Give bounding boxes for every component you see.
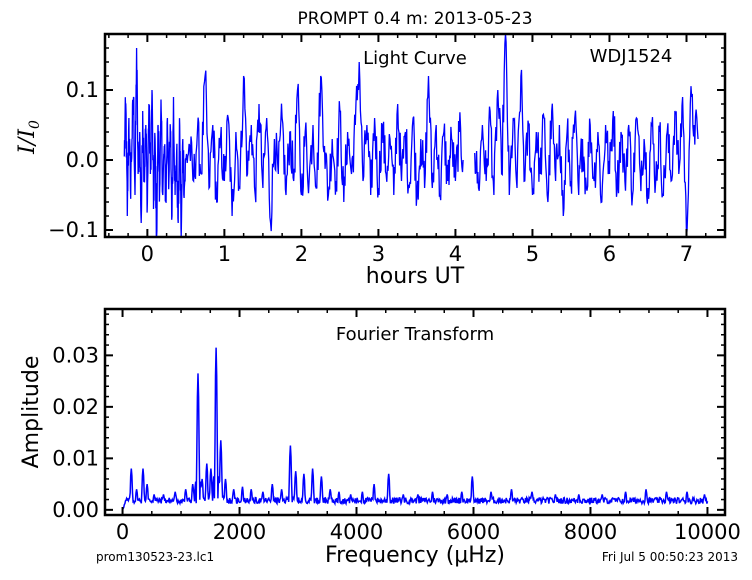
y-tick-label: 0.1 [66,78,99,102]
fourier-spectrum-line [121,347,709,511]
x-tick-label: 4000 [330,520,383,544]
x-tick-label: 1 [218,242,231,266]
light-curve-xlabel: hours UT [366,264,465,289]
ylabel-denominator: I [15,128,40,139]
ylabel-slash: / [15,135,40,147]
light-curve-frame [103,32,727,239]
light-curve-segment-2 [474,33,699,238]
figure-title: PROMPT 0.4 m: 2013-05-23 [297,9,532,29]
light-curve-ylabel: I/I0 [15,120,43,155]
svg-text:I/I0: I/I0 [15,120,43,155]
fourier-annotation: Fourier Transform [336,324,494,345]
object-label: WDJ1524 [590,46,673,67]
y-tick-label: 0.01 [52,446,99,470]
fourier-panel: 0 2000 4000 6000 8000 10000 0.00 0.01 0.02 0.03 F… [19,307,741,568]
x-tick-label: 10000 [674,520,741,544]
y-tick-label: 0.03 [52,343,99,367]
light-curve-annotation: Light Curve [363,48,467,69]
y-tick-label: −0.1 [48,218,99,242]
y-tick-label: 0.00 [52,498,99,522]
ylabel-numerator: I [15,144,40,155]
x-tick-label: 6000 [447,520,500,544]
fourier-xlabel: Frequency (μHz) [325,543,505,568]
light-curve-segment-1 [123,47,464,238]
x-tick-label: 2 [295,242,308,266]
footer-filename: prom130523-23.lc1 [96,550,214,564]
x-tick-label: 3 [372,242,385,266]
x-tick-label: 4 [449,242,462,266]
fourier-ylabel: Amplitude [19,356,44,469]
x-tick-label: 2000 [213,520,266,544]
y-tick-label: 0.02 [52,395,99,419]
x-tick-label: 0 [141,242,154,266]
light-curve-panel: 0 1 2 3 4 5 6 7 −0.1 0.0 0.1 Light Curve WDJ1524 h… [15,32,727,289]
fourier-line [121,347,709,511]
fourier-frame [103,307,727,517]
x-tick-label: 5 [526,242,539,266]
footer-timestamp: Fri Jul 5 00:50:23 2013 [602,550,738,564]
x-tick-label: 8000 [564,520,617,544]
x-tick-label: 7 [680,242,693,266]
x-tick-label: 0 [116,520,129,544]
ylabel-subscript: 0 [27,120,43,129]
y-tick-label: 0.0 [66,148,99,172]
light-curve-line [123,33,699,238]
x-tick-label: 6 [603,242,616,266]
